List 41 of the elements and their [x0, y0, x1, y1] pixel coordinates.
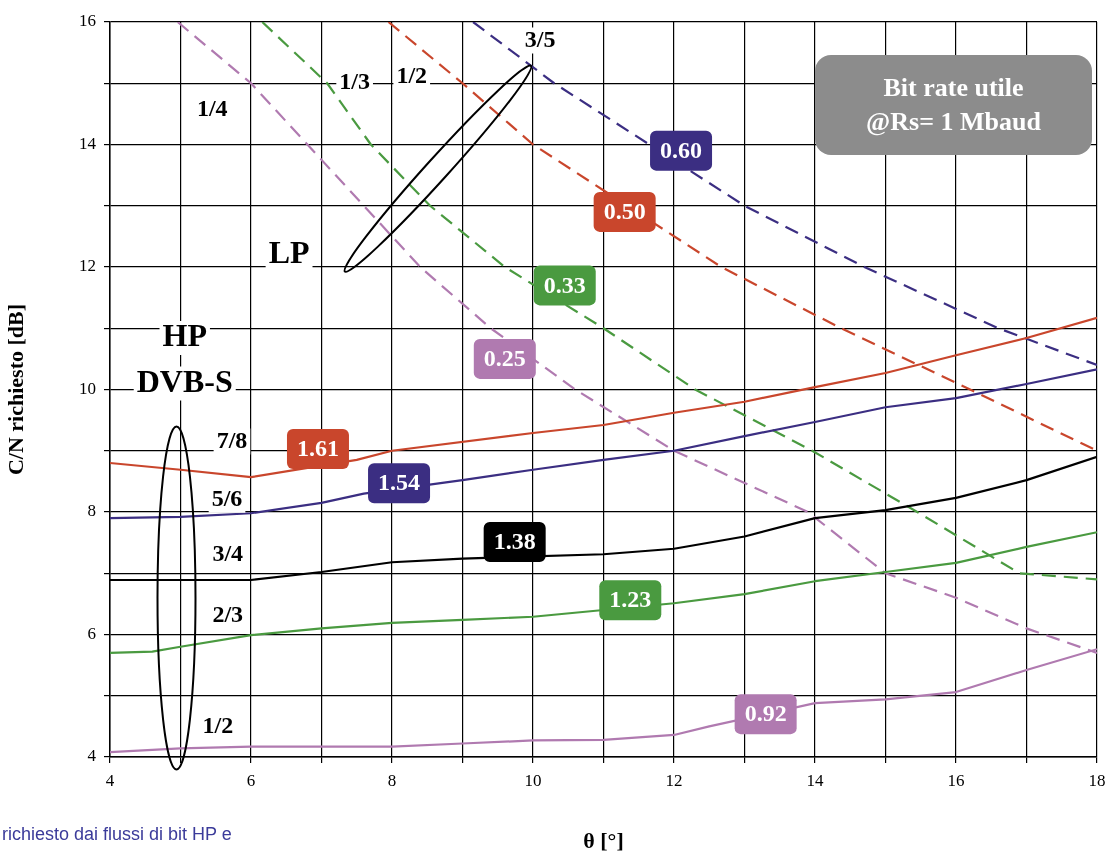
y-tick-label: 14 — [79, 133, 97, 153]
annotation: 1.38 — [493, 528, 536, 555]
text: richiesto dai flussi di bit HP e — [2, 824, 232, 845]
y-tick-label: 10 — [79, 378, 96, 398]
y-tick-label: 16 — [79, 11, 96, 31]
x-tick-label: 4 — [105, 770, 115, 790]
annotation: 1/3 — [339, 68, 370, 95]
annotation: 0.60 — [660, 136, 703, 163]
y-tick-label: 8 — [87, 501, 96, 521]
x-tick-label: 8 — [387, 770, 397, 790]
annotation: 1/2 — [396, 62, 428, 89]
y-tick-label: 6 — [87, 623, 96, 643]
y-tick-label: 4 — [87, 746, 97, 766]
annotation: HP — [162, 317, 207, 354]
annotation: 3/4 — [212, 540, 244, 567]
annotation: 1/2 — [202, 711, 234, 738]
x-axis-title: θ [°] — [583, 828, 624, 854]
annotation: 7/8 — [216, 426, 248, 453]
x-tick-label: 14 — [806, 770, 824, 790]
x-tick-label: 12 — [665, 770, 683, 790]
annotation: LP — [268, 234, 310, 271]
annotation: 0.33 — [543, 271, 586, 298]
x-tick-label: 18 — [1088, 770, 1106, 790]
y-tick-label: 12 — [79, 256, 96, 276]
annotation: 1.54 — [378, 469, 421, 496]
annotation: 0.50 — [603, 198, 646, 225]
annotation: 1.61 — [296, 435, 339, 462]
y-axis-title: C/N richiesto [dB] — [2, 303, 28, 476]
annotation: 0.25 — [483, 345, 526, 372]
x-tick-label: 16 — [947, 770, 965, 790]
annotation: 1/4 — [196, 95, 228, 122]
line-series — [471, 22, 1097, 367]
x-tick-label: 6 — [246, 770, 256, 790]
x-tick-label: 10 — [524, 770, 542, 790]
annotation: 2/3 — [212, 601, 244, 628]
annotation: 0.92 — [744, 700, 787, 727]
annotation: 1.23 — [609, 586, 652, 613]
callout-box: Bit rate utile @Rs= 1 Mbaud — [815, 55, 1092, 155]
annotation: DVB-S — [136, 362, 233, 399]
annotation: 3/5 — [524, 25, 556, 52]
annotation: 5/6 — [211, 484, 243, 511]
